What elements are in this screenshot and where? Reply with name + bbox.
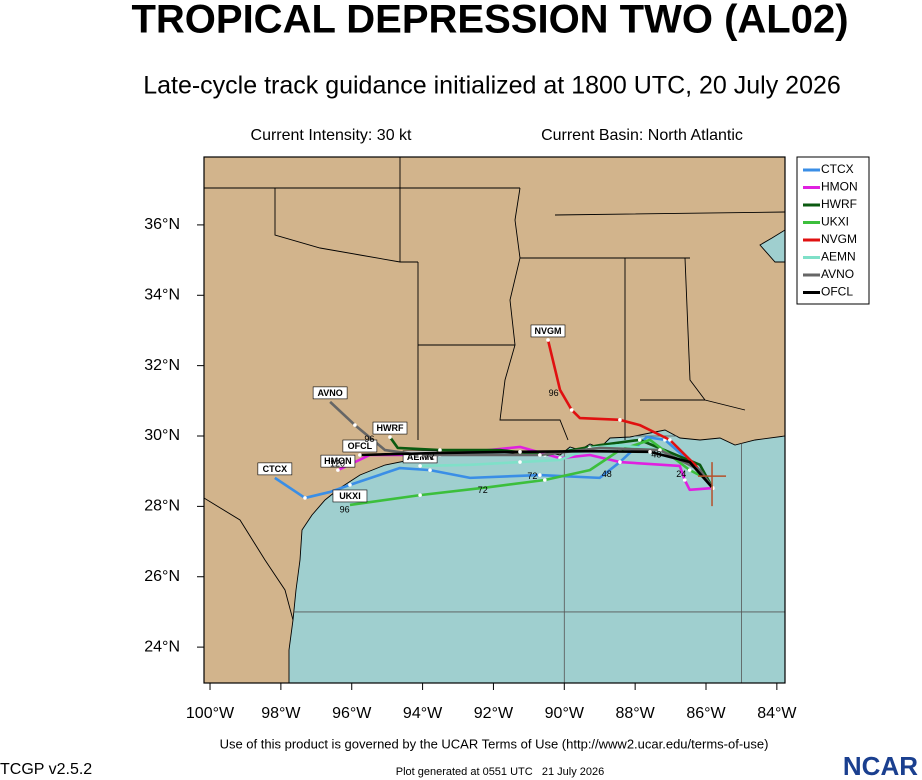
- track-point: [546, 338, 550, 342]
- legend-label: HWRF: [821, 197, 857, 211]
- borders: [204, 157, 785, 621]
- track-point: [303, 496, 307, 500]
- track-point: [543, 478, 547, 482]
- track-label: NVGM: [534, 326, 561, 336]
- y-tick-label: 32°N: [144, 357, 180, 374]
- track-point: [428, 468, 432, 472]
- legend-label: AEMN: [821, 250, 856, 264]
- time-label: 96: [364, 434, 374, 444]
- version: TCGP v2.5.2: [0, 761, 92, 778]
- track-label-box: [332, 489, 368, 503]
- x-tick-label: 90°W: [545, 705, 585, 722]
- time-label: 72: [478, 485, 488, 495]
- y-tick-label: 30°N: [144, 427, 180, 444]
- basin: Current Basin: North Atlantic: [541, 127, 743, 144]
- legend-label: UKXI: [821, 215, 849, 229]
- track-point: [418, 464, 422, 468]
- track-point: [348, 483, 352, 487]
- time-label: 96: [340, 504, 350, 514]
- track-point: [418, 493, 422, 497]
- track-point: [538, 453, 542, 457]
- x-tick-label: 96°W: [332, 705, 372, 722]
- track-label-box: [342, 439, 378, 453]
- tracks: CTCXHMONHWRFUKXINVGMAEMNAVNOOFCL96961209…: [257, 324, 727, 514]
- track-label-box: [372, 421, 408, 435]
- track-line: [349, 438, 714, 507]
- track-point: [358, 453, 362, 457]
- title: TROPICAL DEPRESSION TWO (AL02): [131, 0, 848, 42]
- track-point: [336, 468, 340, 472]
- time-label: 24: [676, 469, 686, 479]
- time-label: 72: [425, 451, 435, 461]
- y-tick-label: 26°N: [144, 568, 180, 585]
- plot-frame: [203, 156, 786, 684]
- y-tick-label: 36°N: [144, 216, 180, 233]
- track-label-box: [312, 386, 348, 400]
- legend-label: CTCX: [821, 162, 854, 176]
- intensity: Current Intensity: 30 kt: [251, 127, 413, 144]
- time-label: 120: [330, 459, 345, 469]
- track-label-box: [320, 454, 356, 468]
- legend: [796, 156, 870, 305]
- legend-label: HMON: [821, 180, 858, 194]
- current-position: [698, 462, 727, 507]
- terms: Use of this product is governed by the U…: [220, 736, 769, 751]
- track-point: [682, 478, 687, 482]
- time-label: 72: [527, 471, 537, 481]
- y-tick-label: 24°N: [144, 638, 180, 655]
- track-point: [648, 450, 652, 454]
- legend-label: AVNO: [821, 267, 854, 281]
- track-label-box: [257, 462, 293, 476]
- x-tick-label: 100°W: [186, 705, 235, 722]
- track-point: [388, 435, 392, 439]
- legend-label: NVGM: [821, 232, 857, 246]
- time-label: 48: [602, 469, 612, 479]
- track-label: OFCL: [348, 441, 373, 451]
- track-label: UKXI: [339, 491, 361, 501]
- track-point: [438, 448, 442, 452]
- track-point: [637, 438, 642, 442]
- track-label-box: [530, 324, 566, 338]
- track-point: [668, 438, 672, 442]
- track-point: [518, 450, 522, 454]
- time-label: 96: [549, 388, 559, 398]
- time-label: 48: [651, 450, 661, 460]
- x-tick-label: 86°W: [686, 705, 726, 722]
- track-label: AVNO: [317, 388, 342, 398]
- track-label: CTCX: [263, 464, 288, 474]
- track-point: [618, 418, 622, 422]
- track-point: [353, 423, 357, 427]
- track-point: [569, 408, 574, 412]
- track-point: [538, 473, 542, 477]
- y-tick-label: 34°N: [144, 286, 180, 303]
- subtitle: Late-cycle track guidance initialized at…: [143, 72, 841, 100]
- legend-label: OFCL: [821, 285, 853, 299]
- y-tick-label: 28°N: [144, 498, 180, 515]
- track-point: [658, 448, 662, 452]
- track-point: [618, 460, 622, 464]
- track-point: [518, 460, 522, 464]
- generated: Plot generated at 0551 UTC 21 July 2026: [396, 766, 605, 778]
- map: [204, 157, 785, 683]
- atlantic: [759, 229, 785, 263]
- x-tick-label: 98°W: [261, 705, 301, 722]
- logo: NCAR: [843, 751, 918, 780]
- track-point: [687, 468, 692, 472]
- track-label: HWRF: [376, 423, 403, 433]
- x-tick-label: 94°W: [403, 705, 443, 722]
- x-tick-label: 84°W: [757, 705, 797, 722]
- track-label: HMON: [324, 456, 352, 466]
- x-tick-label: 88°W: [615, 705, 655, 722]
- x-tick-label: 92°W: [474, 705, 514, 722]
- track-line: [359, 449, 714, 489]
